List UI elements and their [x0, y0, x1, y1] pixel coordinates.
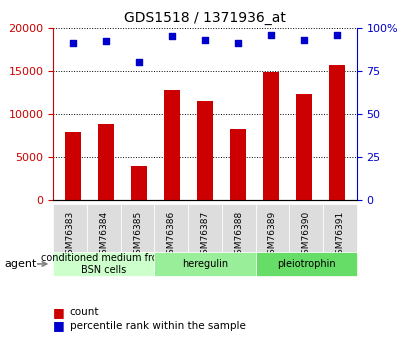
Text: ■: ■ [53, 319, 65, 333]
Title: GDS1518 / 1371936_at: GDS1518 / 1371936_at [124, 11, 285, 25]
Point [234, 40, 240, 46]
Text: agent: agent [4, 259, 36, 269]
Text: GSM76384: GSM76384 [99, 211, 108, 260]
FancyBboxPatch shape [289, 204, 322, 252]
Bar [295, 94, 311, 200]
FancyBboxPatch shape [221, 204, 255, 252]
FancyBboxPatch shape [120, 204, 154, 252]
FancyBboxPatch shape [154, 252, 255, 276]
FancyBboxPatch shape [255, 204, 289, 252]
Point [267, 32, 274, 37]
FancyBboxPatch shape [53, 252, 154, 276]
Bar [196, 101, 213, 200]
Text: percentile rank within the sample: percentile rank within the sample [70, 321, 245, 331]
Bar [229, 128, 246, 200]
Text: GSM76391: GSM76391 [335, 211, 344, 260]
Text: GSM76390: GSM76390 [301, 211, 310, 260]
Bar [163, 90, 180, 200]
Text: GSM76387: GSM76387 [200, 211, 209, 260]
Point [103, 39, 109, 44]
FancyBboxPatch shape [188, 204, 221, 252]
FancyBboxPatch shape [322, 204, 356, 252]
Bar [98, 124, 114, 200]
Point [135, 59, 142, 65]
Point [300, 37, 306, 42]
Point [169, 33, 175, 39]
Bar [328, 65, 344, 200]
Text: pleiotrophin: pleiotrophin [276, 259, 335, 269]
FancyBboxPatch shape [154, 204, 188, 252]
Bar [65, 132, 81, 200]
Text: GSM76388: GSM76388 [234, 211, 243, 260]
Text: GSM76389: GSM76389 [267, 211, 276, 260]
Point [333, 32, 339, 37]
Text: conditioned medium from
BSN cells: conditioned medium from BSN cells [41, 253, 166, 275]
Text: count: count [70, 307, 99, 317]
Text: GSM76383: GSM76383 [65, 211, 74, 260]
Point [201, 37, 208, 42]
FancyBboxPatch shape [53, 204, 87, 252]
FancyBboxPatch shape [87, 204, 120, 252]
Text: GSM76386: GSM76386 [166, 211, 175, 260]
Text: ■: ■ [53, 306, 65, 319]
Text: heregulin: heregulin [182, 259, 227, 269]
FancyBboxPatch shape [255, 252, 356, 276]
Text: GSM76385: GSM76385 [133, 211, 142, 260]
Point [70, 40, 76, 46]
Bar [262, 72, 279, 200]
Bar [130, 167, 147, 200]
